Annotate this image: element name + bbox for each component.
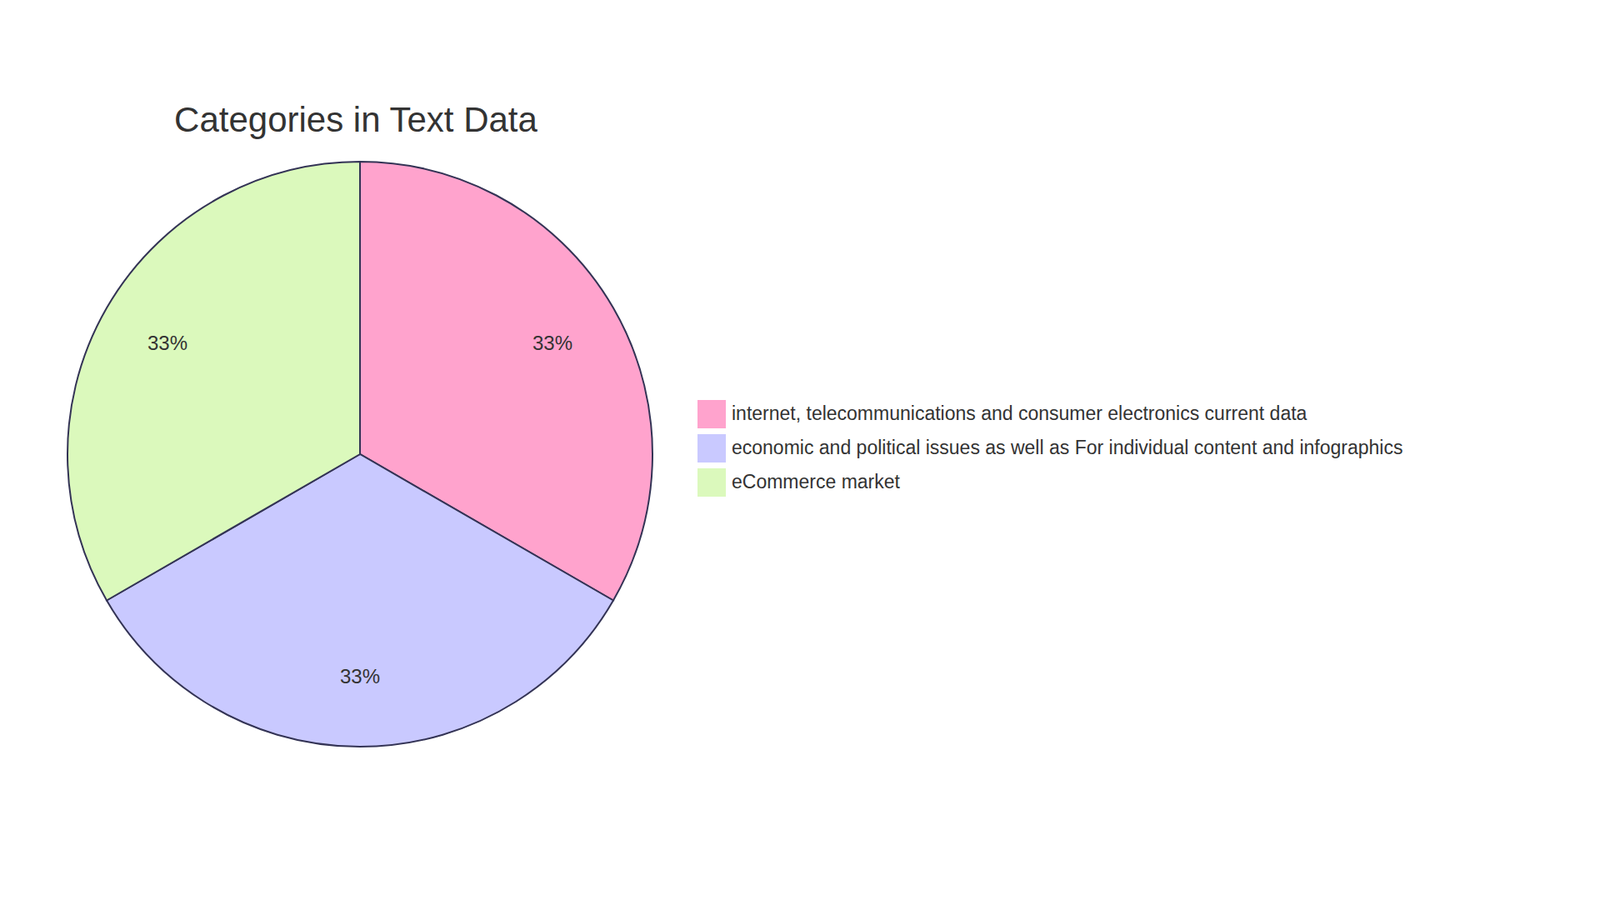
svg-text:33%: 33%	[340, 665, 380, 688]
html-text:economic and political issues: economic and political issues as well as…	[731, 436, 1403, 459]
html-text:eCommerce market: eCommerce market	[731, 470, 900, 493]
svg-text:33%: 33%	[532, 331, 573, 355]
html-text:internet, telecommunications a: internet, telecommunications and consume…	[731, 402, 1307, 425]
html-text:Categories in Text Data: Categories in Text Data	[174, 100, 538, 140]
svg-text:33%: 33%	[147, 331, 188, 355]
